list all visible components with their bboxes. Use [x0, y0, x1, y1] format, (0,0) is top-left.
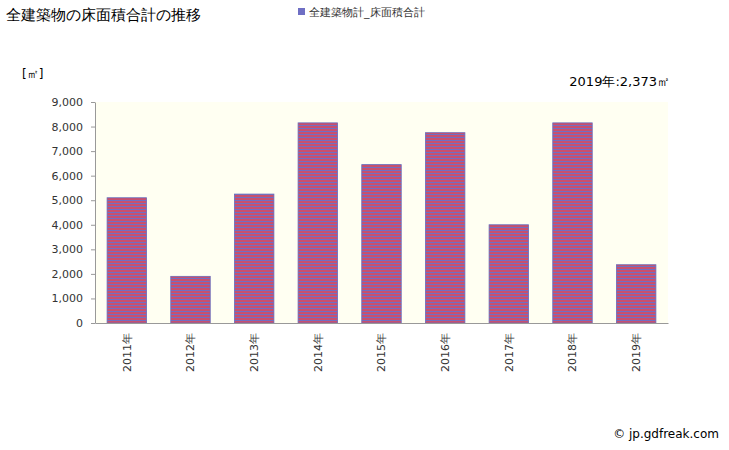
y-tick-label: 5,000	[52, 194, 84, 207]
annotation: 2019年:2,373㎡	[569, 74, 670, 89]
x-tick: 2017年	[503, 323, 516, 372]
y-tick-mark	[91, 249, 95, 250]
y-tick: 7,000	[52, 145, 96, 158]
y-tick-mark	[91, 102, 95, 103]
y-tick-mark	[91, 151, 95, 152]
x-axis: 2011年 2012年 2013年 2014年 2015年 2016年 2017年 2018年…	[96, 323, 669, 372]
title: 全建築物の床面積合計の推移	[6, 6, 201, 24]
x-tick-label: 2019年	[630, 333, 643, 372]
y-tick: 6,000	[52, 170, 96, 183]
y-tick-mark	[91, 225, 95, 226]
chart: 全建築物の床面積合計の推移 全建築物計_床面積合計 [㎡] 2019年:2,373㎡ ©…	[0, 0, 729, 450]
y-axis-label: [㎡]	[22, 67, 43, 81]
legend-label: 全建築物計_床面積合計	[309, 6, 425, 19]
x-tick: 2012年	[184, 323, 197, 372]
y-tick: 0	[76, 317, 95, 330]
bar	[107, 198, 146, 323]
x-tick-label: 2018年	[566, 333, 579, 372]
bar	[616, 265, 655, 323]
x-tick: 2019年	[630, 323, 643, 372]
y-tick-label: 3,000	[52, 243, 84, 256]
bars	[107, 123, 656, 323]
y-tick-mark	[91, 323, 95, 324]
y-tick-mark	[91, 127, 95, 128]
x-tick-label: 2011年	[121, 333, 134, 372]
bar	[489, 225, 528, 323]
y-tick: 9,000	[52, 96, 96, 109]
y-tick-mark	[91, 298, 95, 299]
y-tick-label: 1,000	[52, 292, 84, 305]
x-tick-label: 2016年	[439, 333, 452, 372]
plot-background	[95, 102, 668, 323]
x-tick: 2018年	[566, 323, 579, 372]
bar	[171, 276, 210, 323]
y-tick-mark	[91, 200, 95, 201]
x-tick-label: 2012年	[184, 333, 197, 372]
x-tick-label: 2013年	[248, 333, 261, 372]
legend-marker	[298, 8, 305, 15]
bar	[553, 123, 592, 323]
x-tick: 2016年	[439, 323, 452, 372]
y-tick-label: 9,000	[52, 96, 84, 109]
y-tick: 4,000	[52, 219, 96, 232]
y-tick-label: 8,000	[52, 121, 84, 134]
x-tick-label: 2017年	[503, 333, 516, 372]
y-tick-mark	[91, 274, 95, 275]
y-tick-mark	[91, 176, 95, 177]
y-tick-label: 2,000	[52, 268, 84, 281]
x-tick: 2014年	[312, 323, 325, 372]
y-axis-line	[95, 103, 96, 324]
x-tick: 2011年	[121, 323, 134, 372]
y-tick-label: 0	[76, 317, 83, 330]
legend: 全建築物計_床面積合計	[298, 6, 425, 19]
x-tick-label: 2014年	[312, 333, 325, 372]
source-note: © jp.gdfreak.com	[613, 427, 719, 441]
y-tick: 8,000	[52, 121, 96, 134]
y-tick-label: 4,000	[52, 219, 84, 232]
y-tick: 3,000	[52, 243, 96, 256]
y-tick-label: 6,000	[52, 170, 84, 183]
plot: 0 1,000 2,000 3,000 4,000 5,000 6,000 7,000 8,00…	[52, 96, 669, 372]
bar	[362, 165, 401, 323]
y-tick: 5,000	[52, 194, 96, 207]
bar	[234, 194, 273, 323]
x-tick: 2015年	[375, 323, 388, 372]
bar	[425, 133, 464, 323]
x-tick-label: 2015年	[375, 333, 388, 372]
y-tick: 2,000	[52, 268, 96, 281]
y-tick: 1,000	[52, 292, 96, 305]
bar	[298, 123, 337, 323]
x-axis-line	[96, 323, 669, 324]
x-tick: 2013年	[248, 323, 261, 372]
y-tick-label: 7,000	[52, 145, 84, 158]
y-axis: 0 1,000 2,000 3,000 4,000 5,000 6,000 7,000 8,00…	[52, 96, 96, 330]
